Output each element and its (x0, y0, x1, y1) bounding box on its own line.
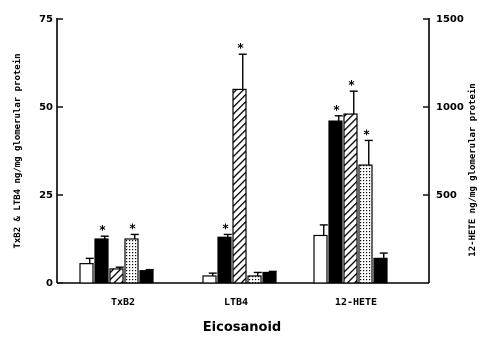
right-ticks: 500 1000 1500 (423, 14, 464, 201)
bar (343, 113, 358, 284)
significance-marker: * (363, 127, 370, 141)
left-tick-label: 0 (46, 278, 53, 289)
bar (79, 263, 94, 284)
significance-marker: * (348, 78, 355, 92)
significance-marker: * (333, 103, 340, 117)
left-axis-title: TxB2 & LTB4 ng/mg glomerular protein (12, 53, 23, 248)
category-label: LTB4 (224, 297, 248, 308)
left-tick-label: 25 (39, 190, 53, 201)
bar (313, 234, 328, 284)
right-axis-title: 12-HETE ng/mg glomerular protein (467, 83, 478, 256)
significance-marker: * (99, 223, 106, 237)
category-label: TxB2 (111, 297, 135, 308)
significance-marker: * (237, 41, 244, 55)
bar (217, 236, 232, 284)
bar (124, 238, 139, 284)
bar (247, 275, 262, 284)
bar (202, 275, 217, 284)
bar (139, 270, 154, 284)
right-tick-label: 500 (436, 190, 457, 201)
left-tick-label: 50 (39, 102, 53, 113)
right-tick-label: 1500 (436, 14, 464, 25)
bar (232, 88, 247, 284)
category-label: 12-HETE (335, 297, 377, 308)
bar (262, 271, 277, 284)
significance-marker: * (222, 221, 229, 235)
right-tick-label: 1000 (436, 102, 464, 113)
left-tick-label: 75 (39, 14, 53, 25)
left-ticks: 0 25 50 75 (39, 14, 63, 289)
x-axis-title: Eicosanoid (203, 320, 281, 335)
significance-marker: * (129, 221, 136, 235)
bar (328, 120, 343, 284)
bar (94, 238, 109, 284)
bar (373, 257, 388, 284)
bar (358, 164, 373, 284)
bars-layer: * * * * * * * (79, 41, 388, 284)
bar (109, 268, 124, 284)
